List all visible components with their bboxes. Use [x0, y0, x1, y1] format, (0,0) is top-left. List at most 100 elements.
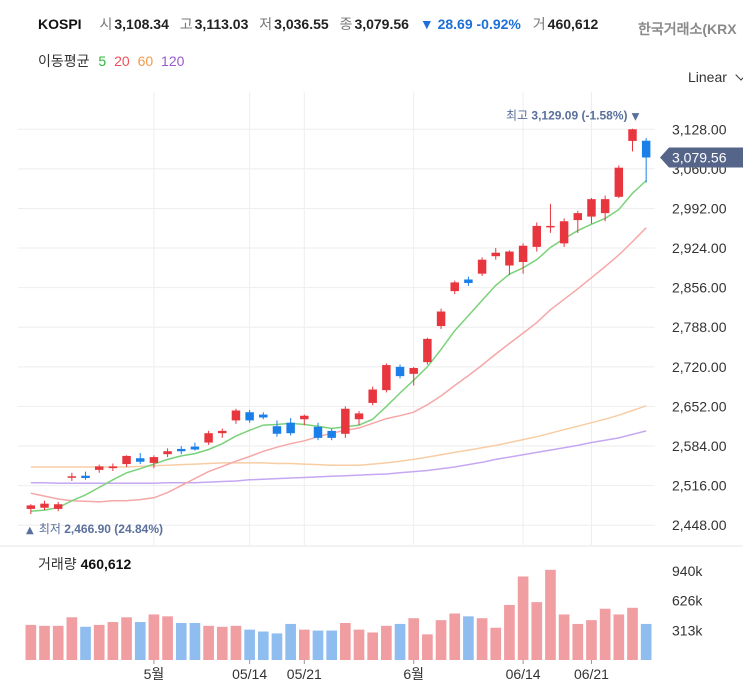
volume-bar — [298, 629, 310, 660]
candle — [341, 406, 350, 438]
ma-period-120[interactable]: 120 — [161, 53, 185, 69]
volume-value: 460,612 — [80, 556, 132, 572]
candle — [491, 248, 500, 260]
date-tick-label: 05/14 — [232, 666, 267, 682]
date-axis: 5월 05/14 05/21 6월 06/14 06/21 — [144, 660, 609, 682]
candle — [300, 414, 309, 426]
low-label: 저 — [259, 16, 273, 32]
ma-period-5[interactable]: 5 — [98, 53, 107, 69]
candle — [450, 280, 459, 295]
candle — [518, 243, 528, 274]
price-tick-label: 2,924.00 — [672, 240, 727, 256]
volume-bar — [257, 631, 269, 660]
volume-bar — [408, 618, 420, 660]
volume-bar — [134, 622, 146, 660]
ma-period-20[interactable]: 20 — [114, 53, 130, 69]
candle — [587, 197, 596, 224]
low-value: 3,036.55 — [274, 16, 329, 32]
volume-bar — [531, 602, 543, 660]
price-tick-label: 2,720.00 — [672, 359, 727, 375]
high-label: 고 — [179, 16, 193, 32]
candle-body — [587, 199, 596, 217]
candle-body — [163, 451, 172, 455]
close-value: 3,079.56 — [354, 16, 409, 32]
candle — [108, 463, 118, 472]
candle — [53, 501, 63, 512]
volume-bar — [244, 629, 255, 660]
volume-bar — [326, 630, 337, 660]
price-tick-label: 3,128.00 — [672, 121, 727, 137]
low-marker-icon: ▲ — [26, 525, 34, 536]
ma-period-60[interactable]: 60 — [137, 53, 154, 69]
candle — [436, 308, 446, 329]
candle — [94, 464, 104, 473]
candle-body — [67, 476, 77, 478]
candle-body — [122, 455, 131, 465]
volume-bar — [312, 630, 324, 660]
candle — [505, 250, 514, 275]
volume-bar — [216, 626, 228, 660]
candle-body — [368, 389, 377, 403]
ma5-line — [30, 179, 647, 512]
candle — [40, 500, 49, 511]
scale-dropdown[interactable]: Linear — [688, 69, 743, 85]
candle-body — [354, 413, 364, 420]
volume-bar — [271, 633, 283, 660]
candle — [546, 203, 555, 233]
candle — [600, 195, 610, 222]
moving-average-legend[interactable]: 이동평균 5 20 60 120 — [38, 51, 188, 71]
candle — [573, 210, 583, 233]
volume-bar — [599, 608, 611, 660]
volume-legend: 거래량 460,612 — [38, 554, 131, 574]
candle-body — [286, 422, 295, 434]
volume-bar — [203, 625, 214, 660]
price-axis: 3,128.003,060.002,992.002,924.002,856.00… — [672, 121, 727, 533]
candle — [395, 364, 405, 379]
candle-body — [313, 426, 323, 438]
candle-body — [505, 251, 514, 266]
candle-body — [477, 259, 487, 274]
candle — [204, 430, 213, 445]
volume-bar — [422, 634, 433, 660]
volume-bar — [558, 614, 570, 660]
candle-body — [177, 448, 186, 452]
high-value: 3,113.03 — [194, 16, 249, 32]
volume-bar — [381, 625, 392, 660]
price-tick-label: 2,584.00 — [672, 438, 727, 454]
price-grid — [0, 92, 743, 547]
candle — [327, 428, 336, 441]
candle-body — [231, 410, 241, 421]
candle-body — [532, 225, 542, 247]
candle — [286, 418, 295, 436]
volume-bar — [572, 623, 584, 660]
moving-average-lines — [30, 179, 647, 512]
annotations: 최고 3,129.09 (-1.58%) ▼ ▲ 최저 2,466.90 (24.84… — [26, 109, 640, 537]
candle — [163, 448, 172, 458]
candle-body — [436, 311, 446, 327]
high-annotation-value: 3,129.09 (-1.58%) — [531, 109, 627, 123]
volume-bar — [230, 625, 242, 660]
candle — [614, 165, 624, 198]
candle-body — [518, 245, 528, 263]
candle — [245, 409, 254, 423]
volume-tick-label: 940k — [672, 563, 703, 579]
candle-body — [272, 426, 282, 434]
date-tick-label: 06/14 — [506, 666, 541, 682]
date-tick-label: 05/21 — [287, 666, 322, 682]
volume-axis: 940k 626k 313k — [672, 563, 703, 639]
candle — [423, 337, 432, 365]
candle — [231, 408, 241, 424]
candle-body — [450, 282, 459, 292]
quote-header: KOSPI 시 3,108.34 고 3,113.03 저 3,036.55 종 3,0… — [38, 14, 605, 34]
candle — [628, 128, 637, 152]
volume-bar — [353, 629, 365, 660]
candle-body — [600, 199, 610, 214]
high-annotation-label: 최고 — [506, 109, 531, 123]
volume-bar — [285, 623, 296, 660]
symbol-name: KOSPI — [38, 16, 82, 32]
volume-short-value: 460,612 — [547, 16, 599, 32]
candle — [259, 412, 268, 420]
last-price-badge: 3,079.56 — [660, 147, 743, 168]
candle-body — [409, 367, 418, 374]
